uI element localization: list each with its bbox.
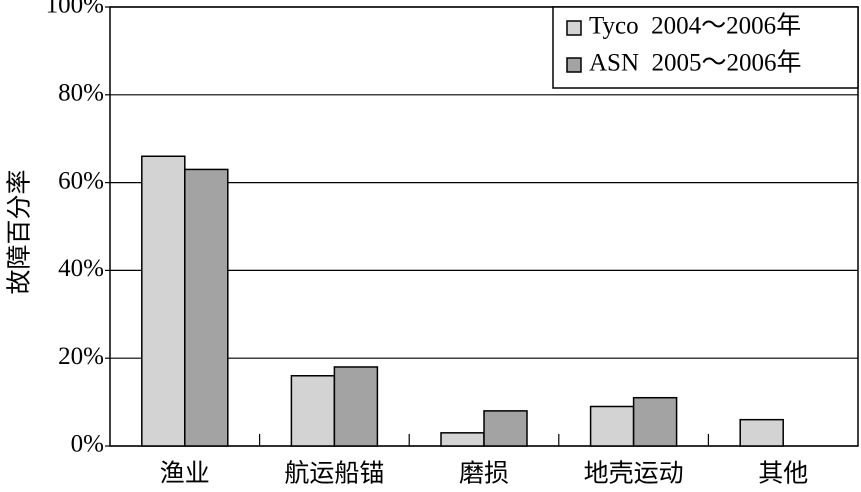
legend-swatch: [566, 57, 582, 73]
bar: [739, 418, 784, 447]
legend-label: ASN 2005～2006年: [589, 49, 802, 77]
legend-swatch: [566, 20, 582, 36]
x-tick-label: 航运船锚: [284, 460, 384, 488]
y-tick-label: 0%: [71, 431, 104, 458]
bar: [141, 155, 186, 447]
y-axis-label: 故障百分率: [6, 169, 34, 294]
x-tick-label: 磨损: [459, 460, 509, 488]
x-tick-label: 地壳运动: [584, 460, 684, 488]
bar: [440, 432, 485, 447]
y-tick-label: 20%: [58, 343, 104, 370]
y-tick-label: 40%: [58, 255, 104, 282]
x-tick-label: 其他: [758, 460, 808, 488]
bar: [290, 375, 336, 447]
x-tick-label: 渔业: [160, 460, 210, 488]
bar: [483, 410, 528, 447]
y-tick-label: 80%: [58, 80, 104, 107]
legend-label: Tyco 2004～2006年: [589, 12, 801, 40]
bar: [333, 366, 379, 447]
bar: [184, 168, 229, 447]
legend-box: [552, 6, 859, 89]
y-tick-label: 100%: [46, 0, 104, 19]
bar: [632, 396, 678, 447]
bar: [589, 405, 635, 447]
y-tick-label: 60%: [58, 167, 104, 194]
